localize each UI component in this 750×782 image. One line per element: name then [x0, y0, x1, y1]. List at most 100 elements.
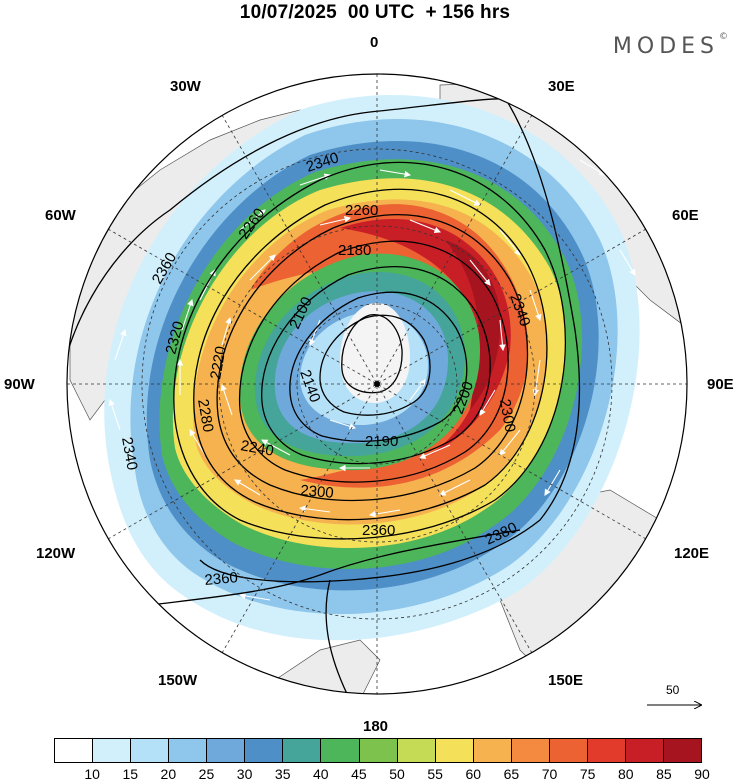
north-pole-dot — [374, 381, 380, 387]
colorbar-tick-label: 40 — [313, 766, 329, 782]
vector — [234, 479, 261, 496]
colorbar-swatch — [55, 739, 94, 762]
colorbar-swatch — [587, 739, 626, 762]
meridian-60e-120w — [107, 228, 647, 540]
colorbar-tick-label: 30 — [236, 766, 253, 782]
contour — [299, 579, 351, 694]
contour-label: 2280 — [194, 398, 217, 434]
meridian-30e-150w — [221, 114, 533, 654]
meridian-60w-120e — [107, 228, 647, 540]
contour-label: 2360 — [204, 569, 239, 589]
lon-label-120e: 120E — [674, 545, 710, 562]
contour — [289, 291, 468, 442]
colorbar-tick-label: 35 — [274, 766, 291, 782]
vector — [329, 419, 357, 430]
brand-logo: MODES© — [612, 32, 728, 59]
contour — [238, 240, 509, 483]
vector — [439, 479, 471, 496]
vector-scale-arrow — [647, 683, 705, 713]
vector — [499, 429, 521, 456]
colorbar-swatch — [169, 739, 208, 762]
vector — [499, 319, 506, 352]
graticule — [67, 74, 687, 694]
vector — [479, 389, 496, 416]
vector — [119, 539, 141, 561]
lon-label-30e: 30E — [548, 78, 575, 95]
colorbar — [54, 738, 702, 763]
vector — [299, 173, 332, 186]
height-contours — [67, 89, 581, 694]
contour-label: 2240 — [239, 437, 275, 460]
contour — [319, 314, 431, 416]
colorbar-tick-label: 25 — [198, 766, 215, 782]
core-white — [340, 302, 410, 403]
chart-title: 10/07/2025 00 UTC + 156 hrs — [239, 2, 511, 23]
vector — [532, 359, 541, 397]
lon-label-150w: 150W — [158, 672, 198, 689]
vector — [619, 249, 636, 276]
vector — [368, 509, 401, 518]
colorbar-swatch — [207, 739, 246, 762]
contour — [341, 314, 403, 394]
colorbar-swatch — [625, 739, 664, 762]
contour-label: 2300 — [496, 398, 519, 434]
vector — [189, 429, 206, 456]
vector — [238, 592, 271, 601]
colorbar-swatch — [93, 739, 132, 762]
vector — [114, 328, 127, 361]
colorbar-swatch — [549, 739, 588, 762]
vector — [249, 254, 276, 281]
vector — [239, 209, 266, 231]
contour-label: 2220 — [207, 345, 230, 381]
colorbar-tick-label: 50 — [389, 766, 405, 782]
vector — [261, 439, 291, 456]
vector-scale-label: 50 — [666, 683, 680, 697]
colorbar-tick-label: 75 — [579, 766, 596, 782]
colorbar-tick-label: 15 — [122, 766, 139, 782]
brand-name: MODES — [612, 34, 719, 59]
colorbar-tick-label: 20 — [160, 766, 177, 782]
lon-label-150e: 150E — [548, 672, 584, 689]
colorbar-tick-label: 10 — [84, 766, 100, 782]
colorbar-swatch — [664, 739, 702, 762]
vector — [579, 159, 606, 176]
polar-map: 2340 2260 2180 2100 2140 2240 2360 2320 … — [66, 73, 688, 695]
contour-label: 2360 — [362, 522, 395, 539]
colorbar-tick-label: 85 — [656, 766, 672, 782]
colorbar-swatch — [283, 739, 322, 762]
colorbar-swatch — [131, 739, 170, 762]
contour — [216, 214, 529, 502]
vector — [298, 505, 331, 513]
colorbar-tick-label: 80 — [617, 766, 634, 782]
colorbar-swatch — [473, 739, 512, 762]
vector — [409, 219, 442, 234]
colorbar-tick-label: 60 — [465, 766, 482, 782]
vector — [418, 444, 451, 459]
vector — [469, 259, 491, 286]
land-pacific-south — [259, 639, 381, 694]
lon-label-90w: 90W — [4, 376, 35, 393]
vector — [544, 469, 561, 496]
contour — [173, 161, 567, 540]
colorbar-tick-label: 70 — [541, 766, 558, 782]
vector — [449, 189, 481, 206]
colorbar-swatch — [511, 739, 550, 762]
contour — [199, 89, 581, 583]
contour-label: 2180 — [338, 242, 371, 259]
vector — [108, 398, 121, 431]
map-disk: 2340 2260 2180 2100 2140 2240 2360 2320 … — [67, 74, 687, 694]
vector — [181, 298, 194, 331]
colorbar-tick-label: 65 — [503, 766, 520, 782]
contour — [67, 98, 521, 421]
contour-label: 2190 — [365, 433, 398, 450]
contour-label: 2340 — [118, 436, 141, 472]
colorbar-tick-label: 55 — [427, 766, 443, 782]
colorbar-swatch — [359, 739, 398, 762]
vector — [499, 229, 521, 256]
lon-label-0: 0 — [370, 34, 379, 51]
colorbar-swatch — [321, 739, 360, 762]
vector — [220, 383, 233, 416]
lon-label-60e: 60E — [672, 207, 699, 224]
colorbar-tick-label: 90 — [694, 766, 710, 782]
colorbar-swatch — [397, 739, 436, 762]
